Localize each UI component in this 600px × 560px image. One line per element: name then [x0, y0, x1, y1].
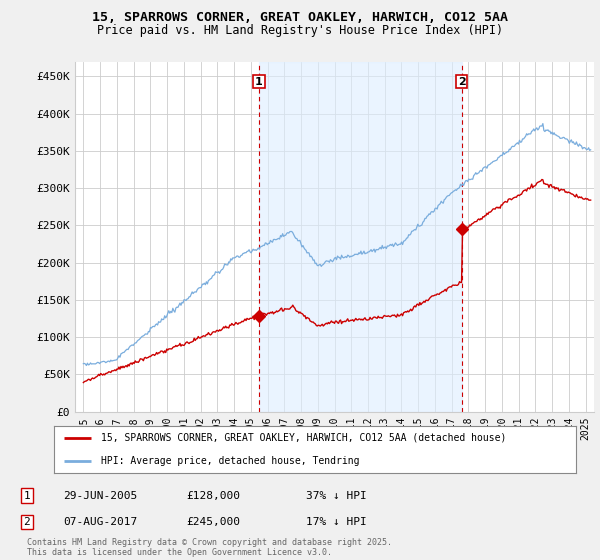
Text: 2: 2: [458, 77, 466, 87]
Text: 15, SPARROWS CORNER, GREAT OAKLEY, HARWICH, CO12 5AA: 15, SPARROWS CORNER, GREAT OAKLEY, HARWI…: [92, 11, 508, 24]
Text: 15, SPARROWS CORNER, GREAT OAKLEY, HARWICH, CO12 5AA (detached house): 15, SPARROWS CORNER, GREAT OAKLEY, HARWI…: [101, 432, 506, 442]
Text: Price paid vs. HM Land Registry's House Price Index (HPI): Price paid vs. HM Land Registry's House …: [97, 24, 503, 36]
Text: £245,000: £245,000: [186, 517, 240, 527]
Text: 29-JUN-2005: 29-JUN-2005: [63, 491, 137, 501]
Text: 17% ↓ HPI: 17% ↓ HPI: [306, 517, 367, 527]
Text: HPI: Average price, detached house, Tendring: HPI: Average price, detached house, Tend…: [101, 456, 359, 466]
Text: 2: 2: [23, 517, 31, 527]
Text: £128,000: £128,000: [186, 491, 240, 501]
Text: 07-AUG-2017: 07-AUG-2017: [63, 517, 137, 527]
Text: Contains HM Land Registry data © Crown copyright and database right 2025.
This d: Contains HM Land Registry data © Crown c…: [27, 538, 392, 557]
Text: 1: 1: [255, 77, 263, 87]
Text: 1: 1: [23, 491, 31, 501]
Text: 37% ↓ HPI: 37% ↓ HPI: [306, 491, 367, 501]
